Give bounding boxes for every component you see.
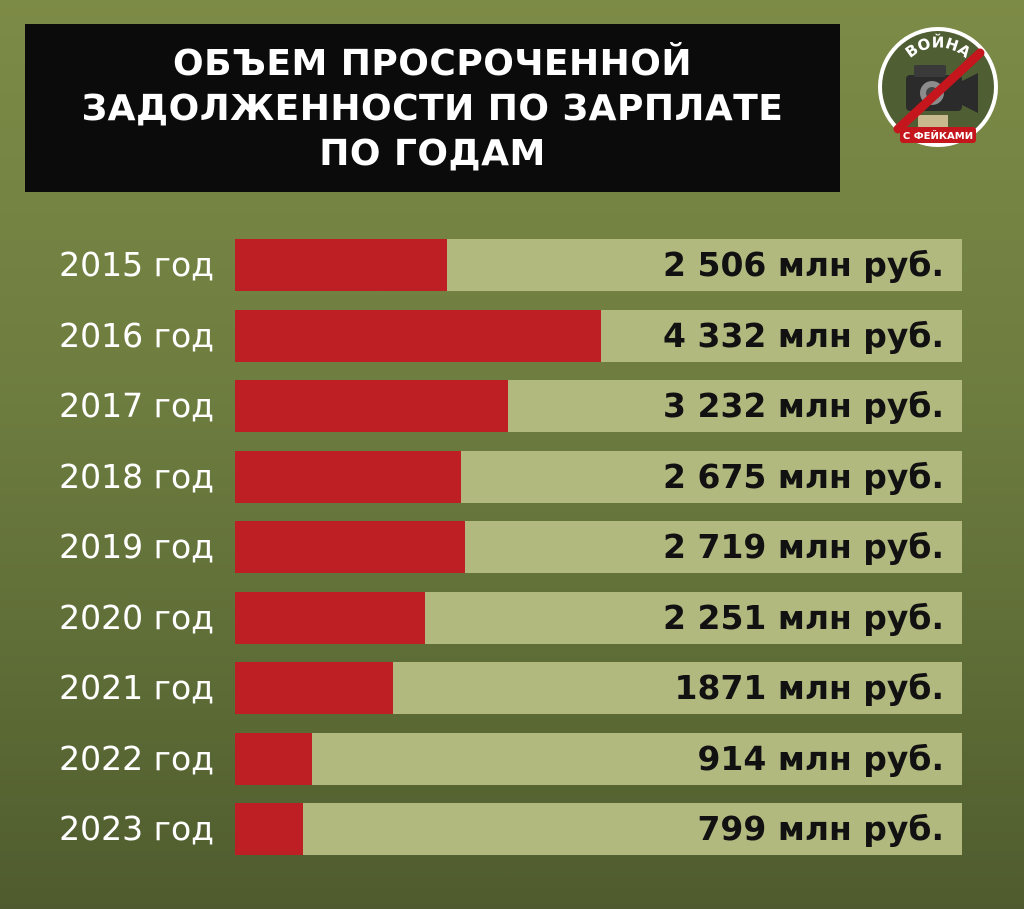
bar — [235, 521, 465, 573]
bar-track: 2 675 млн руб. — [235, 451, 962, 503]
bar-track: 914 млн руб. — [235, 733, 962, 785]
value-label: 2 675 млн руб. — [663, 457, 944, 496]
bar-track: 1871 млн руб. — [235, 662, 962, 714]
chart-title-line-3: ПО ГОДАМ — [319, 132, 546, 174]
value-label: 3 232 млн руб. — [663, 386, 944, 425]
category-label: 2017 год — [59, 386, 214, 425]
bar-row: 2022 год 914 млн руб. — [0, 733, 1024, 785]
category-label: 2016 год — [59, 316, 214, 355]
bar — [235, 733, 312, 785]
video-camera-crossed-icon — [893, 48, 985, 134]
chart-title-line-2: ЗАДОЛЖЕННОСТИ ПО ЗАРПЛАТЕ — [81, 87, 784, 129]
bar — [235, 310, 601, 362]
title-box: ОБЪЕМ ПРОСРОЧЕННОЙ ЗАДОЛЖЕННОСТИ ПО ЗАРП… — [25, 24, 840, 192]
logo-bottom-text: С ФЕЙКАМИ — [903, 129, 973, 142]
category-label: 2018 год — [59, 457, 214, 496]
bar-row: 2020 год 2 251 млн руб. — [0, 592, 1024, 644]
value-label: 799 млн руб. — [697, 809, 944, 848]
bar-track: 2 719 млн руб. — [235, 521, 962, 573]
bar-row: 2019 год 2 719 млн руб. — [0, 521, 1024, 573]
bar-row: 2021 год 1871 млн руб. — [0, 662, 1024, 714]
bar — [235, 803, 303, 855]
bar-track: 799 млн руб. — [235, 803, 962, 855]
bar — [235, 451, 461, 503]
category-label: 2015 год — [59, 245, 214, 284]
bar — [235, 592, 425, 644]
category-label: 2023 год — [59, 809, 214, 848]
bar-track: 4 332 млн руб. — [235, 310, 962, 362]
category-label: 2021 год — [59, 668, 214, 707]
value-label: 914 млн руб. — [697, 739, 944, 778]
category-label: 2020 год — [59, 598, 214, 637]
value-label: 2 506 млн руб. — [663, 245, 944, 284]
logo: ВОЙНА С ФЕЙКАМИ — [878, 27, 998, 147]
category-label: 2019 год — [59, 527, 214, 566]
bar — [235, 239, 447, 291]
bar-row: 2018 год 2 675 млн руб. — [0, 451, 1024, 503]
value-label: 2 251 млн руб. — [663, 598, 944, 637]
value-label: 1871 млн руб. — [674, 668, 944, 707]
bar — [235, 380, 508, 432]
value-label: 2 719 млн руб. — [663, 527, 944, 566]
bar-row: 2015 год 2 506 млн руб. — [0, 239, 1024, 291]
category-label: 2022 год — [59, 739, 214, 778]
bar-row: 2017 год 3 232 млн руб. — [0, 380, 1024, 432]
value-label: 4 332 млн руб. — [663, 316, 944, 355]
bar-track: 2 506 млн руб. — [235, 239, 962, 291]
bar — [235, 662, 393, 714]
logo-ribbon — [900, 127, 976, 143]
bar-track: 3 232 млн руб. — [235, 380, 962, 432]
bar-row: 2023 год 799 млн руб. — [0, 803, 1024, 855]
bar-row: 2016 год 4 332 млн руб. — [0, 310, 1024, 362]
bar-track: 2 251 млн руб. — [235, 592, 962, 644]
chart-title-line-1: ОБЪЕМ ПРОСРОЧЕННОЙ — [172, 42, 692, 84]
